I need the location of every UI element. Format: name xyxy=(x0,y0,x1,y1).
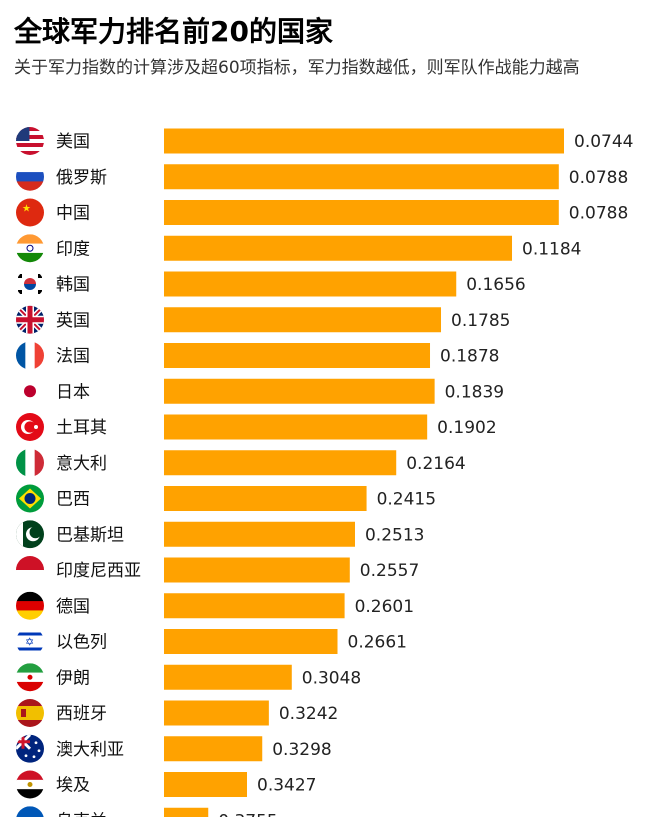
category-label: 法国 xyxy=(56,347,90,367)
value-label: 0.2164 xyxy=(406,454,465,474)
category-label: 美国 xyxy=(56,132,90,152)
category-label: 巴基斯坦 xyxy=(56,525,124,545)
value-label: 0.0788 xyxy=(569,168,628,188)
pakistan-flag-icon xyxy=(16,520,44,549)
category-label: 以色列 xyxy=(56,633,107,653)
bar xyxy=(164,486,367,511)
category-label: 英国 xyxy=(56,311,90,331)
value-label: 0.2415 xyxy=(377,490,436,510)
ukraine-flag-icon xyxy=(16,806,44,817)
bar xyxy=(164,664,292,690)
france-flag-icon xyxy=(16,341,44,370)
uk-flag-icon xyxy=(16,305,44,334)
value-label: 0.3427 xyxy=(257,776,316,796)
korea-flag-icon xyxy=(16,270,44,298)
bar xyxy=(164,235,513,261)
value-label: 0.3048 xyxy=(302,668,361,688)
brazil-flag-icon xyxy=(16,484,44,513)
value-label: 0.2601 xyxy=(355,597,414,617)
iran-flag-icon xyxy=(16,663,44,692)
value-label: 0.2557 xyxy=(360,561,419,581)
value-label: 0.1878 xyxy=(440,347,499,367)
bar xyxy=(164,343,431,368)
category-label: 土耳其 xyxy=(56,418,107,438)
category-label: 乌克兰 xyxy=(56,811,107,817)
category-label: 日本 xyxy=(56,382,90,402)
category-label: 中国 xyxy=(56,204,90,224)
bar xyxy=(164,736,263,762)
value-label: 0.1902 xyxy=(437,418,496,438)
category-label: 巴西 xyxy=(56,490,90,510)
category-label: 印度 xyxy=(56,239,90,259)
turkey-flag-icon xyxy=(16,413,44,441)
bar xyxy=(164,307,442,333)
bar xyxy=(164,521,355,547)
australia-flag-icon xyxy=(16,734,44,763)
value-label: 0.1656 xyxy=(466,275,525,295)
value-label: 0.2661 xyxy=(348,633,407,653)
us-flag-icon xyxy=(16,127,44,155)
bar xyxy=(164,271,457,297)
spain-flag-icon xyxy=(16,699,44,727)
category-label: 俄罗斯 xyxy=(56,168,107,188)
category-label: 埃及 xyxy=(56,776,90,796)
value-label: 0.0744 xyxy=(574,132,633,152)
egypt-flag-icon xyxy=(16,770,44,799)
bar xyxy=(164,450,397,476)
category-label: 西班牙 xyxy=(56,704,107,724)
israel-flag-icon: ✡ xyxy=(16,627,44,656)
value-label: 0.2513 xyxy=(365,525,424,545)
india-flag-icon xyxy=(16,234,44,263)
bar xyxy=(164,700,269,726)
china-flag-icon: ★ xyxy=(16,198,44,227)
bar xyxy=(164,164,559,190)
chart-subtitle: 关于军力指数的计算涉及超60项指标，军力指数越低，则军队作战能力越高 xyxy=(14,58,580,78)
germany-flag-icon xyxy=(16,591,44,620)
value-label: 0.3242 xyxy=(279,704,338,724)
bar xyxy=(164,557,350,583)
value-label: 0.1839 xyxy=(445,382,504,402)
indonesia-flag-icon xyxy=(16,556,44,584)
category-label: 韩国 xyxy=(56,275,90,295)
bar xyxy=(164,128,564,154)
russia-flag-icon xyxy=(16,162,44,191)
value-label: 0.3298 xyxy=(272,740,331,760)
value-label: 0.1785 xyxy=(451,311,510,331)
italy-flag-icon xyxy=(16,448,44,477)
category-label: 德国 xyxy=(56,597,90,617)
category-label: 意大利 xyxy=(56,454,107,474)
bar xyxy=(164,629,338,654)
value-label: 0.1184 xyxy=(522,239,581,259)
svg-text:✡: ✡ xyxy=(25,636,34,649)
category-label: 伊朗 xyxy=(56,668,90,688)
japan-flag-icon xyxy=(16,377,44,406)
category-label: 印度尼西亚 xyxy=(56,561,141,581)
bar xyxy=(164,593,345,619)
bar xyxy=(164,378,435,404)
chart-title: 全球军力排名前20的国家 xyxy=(14,15,333,48)
bar xyxy=(164,200,559,225)
bar xyxy=(164,414,428,440)
bar xyxy=(164,807,209,817)
value-label: 0.3755 xyxy=(218,811,277,817)
svg-text:★: ★ xyxy=(22,204,31,215)
bar xyxy=(164,772,247,797)
category-label: 澳大利亚 xyxy=(56,740,124,760)
value-label: 0.0788 xyxy=(569,204,628,224)
